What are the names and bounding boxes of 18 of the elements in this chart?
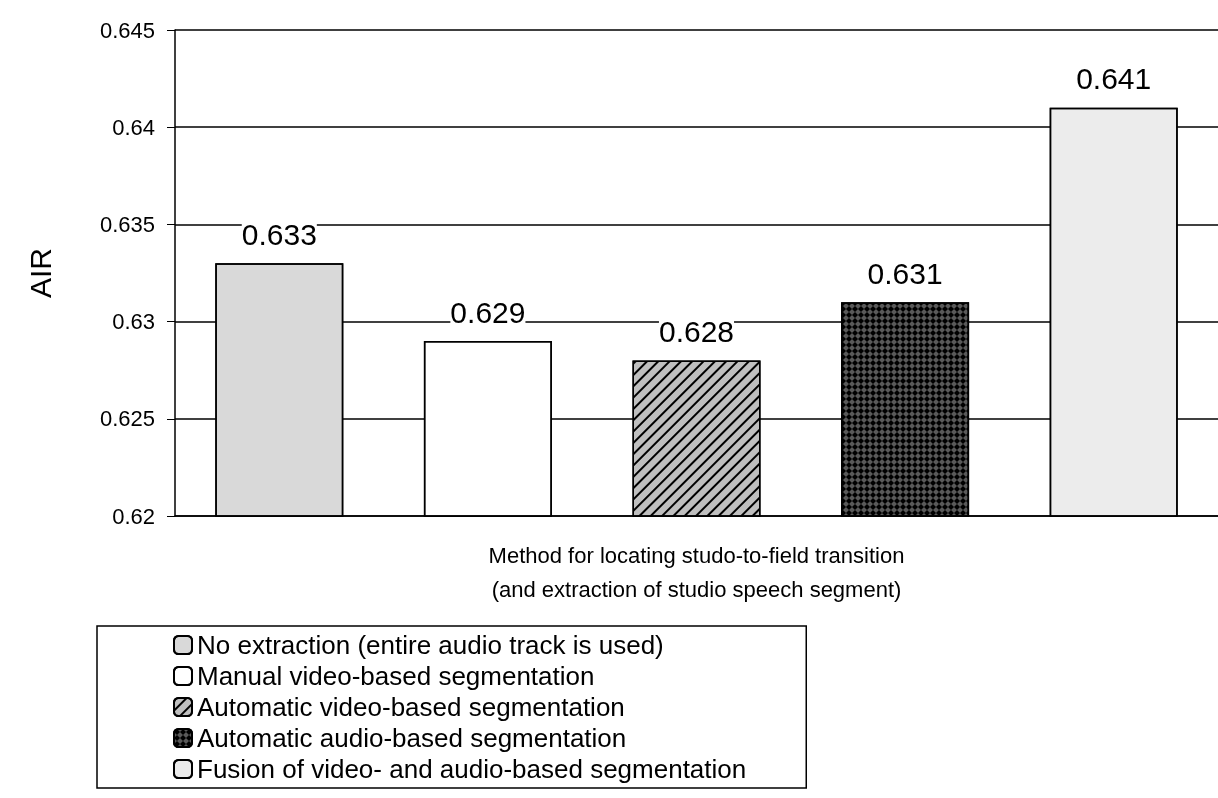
legend-label: Automatic video-based segmentation (197, 692, 625, 722)
legend-label: Automatic audio-based segmentation (197, 723, 627, 753)
data-label: 0.641 (1076, 62, 1152, 96)
data-label: 0.629 (450, 295, 526, 329)
y-tick-label: 0.64 (112, 114, 155, 140)
x-axis-title: Method for locating studo-to-field transition (and extraction of studio speech segment) (488, 542, 905, 602)
legend-label: Fusion of video- and audio-based segmentation (197, 754, 747, 784)
data-label: 0.631 (867, 256, 943, 290)
data-label: 0.628 (658, 314, 735, 348)
data-label: 0.633 (241, 217, 317, 251)
y-tick-label: 0.635 (99, 211, 155, 237)
y-tick-label: 0.62 (112, 503, 155, 529)
y-tick-label: 0.645 (99, 17, 155, 43)
y-axis-title: AIR (23, 247, 57, 299)
legend-label: Manual video-based segmentation (197, 661, 595, 691)
y-tick-label: 0.63 (112, 309, 155, 335)
legend-label: No extraction (entire audio track is used) (197, 630, 664, 660)
y-tick-label: 0.625 (99, 406, 155, 432)
